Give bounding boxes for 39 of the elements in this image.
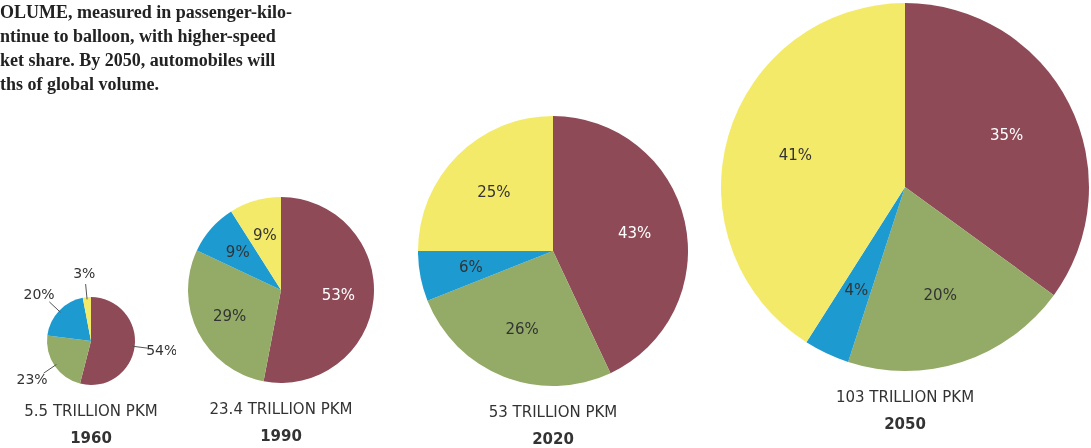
pie-slice [427,251,611,386]
text: ket share. By 2050, automobiles will [0,49,277,72]
data-label: 23% [16,371,48,388]
data-label: 25% [477,182,511,201]
text: 1990 [259,426,303,447]
text: 23.4 TRILLION PKM [209,400,353,418]
pie-slice [418,251,553,301]
pie-slice [47,297,91,341]
data-label: 4% [844,281,869,300]
pie-slice [721,3,905,343]
pie-slice [82,297,91,341]
data-label: 54% [146,341,178,358]
text: 1960 [69,428,113,448]
pie-slice [47,335,91,384]
data-label: 9% [225,242,250,261]
data-label: 53% [321,286,356,305]
data-label: 43% [618,223,652,242]
data-label: 20% [23,286,55,303]
text: 53 TRILLION PKM [487,402,619,422]
pie-slice [806,187,905,362]
data-label: 3% [73,265,96,282]
text: 2050 [883,414,927,435]
text: 2020 [531,429,575,448]
text: 103 TRILLION PKM [834,387,976,407]
data-label: 35% [989,126,1024,145]
data-label: 20% [923,286,957,305]
data-label: 6% [458,257,483,276]
data-label: 29% [212,307,247,326]
pie-slice [418,116,553,251]
text: ntinue to balloon, with higher-speed [0,25,277,48]
text: 5.5 TRILLION PKM [23,401,159,421]
text: OLUME, measured in passenger-kilo- [0,1,293,24]
pie-slice [80,297,135,385]
data-label: 26% [505,319,539,338]
data-label: 41% [778,146,813,165]
pie-slice [553,116,688,374]
text: ths of global volume. [0,73,160,96]
data-label: 9% [253,225,277,244]
pie-slice [196,211,281,290]
